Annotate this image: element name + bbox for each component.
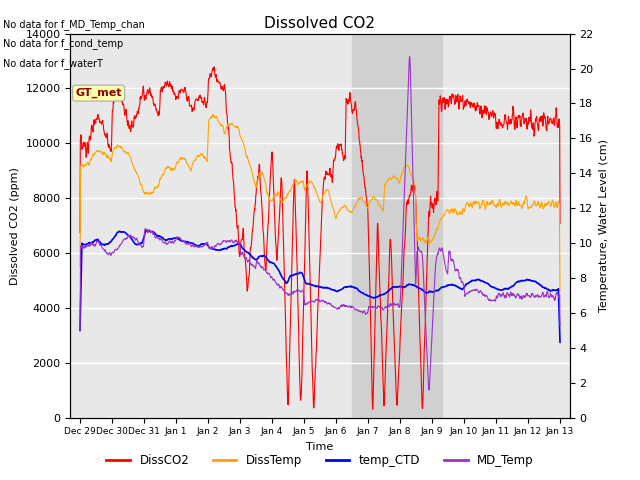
Bar xyxy=(352,34,442,418)
Y-axis label: Temperature, Water Level (cm): Temperature, Water Level (cm) xyxy=(599,139,609,312)
Text: No data for f_waterT: No data for f_waterT xyxy=(3,58,103,69)
Title: Dissolved CO2: Dissolved CO2 xyxy=(264,16,376,31)
X-axis label: Time: Time xyxy=(307,442,333,452)
Text: GT_met: GT_met xyxy=(76,88,122,98)
Text: No data for f_cond_temp: No data for f_cond_temp xyxy=(3,38,124,49)
Legend: DissCO2, DissTemp, temp_CTD, MD_Temp: DissCO2, DissTemp, temp_CTD, MD_Temp xyxy=(102,449,538,472)
Text: No data for f_MD_Temp_chan: No data for f_MD_Temp_chan xyxy=(3,19,145,30)
Y-axis label: Dissolved CO2 (ppm): Dissolved CO2 (ppm) xyxy=(10,167,20,285)
